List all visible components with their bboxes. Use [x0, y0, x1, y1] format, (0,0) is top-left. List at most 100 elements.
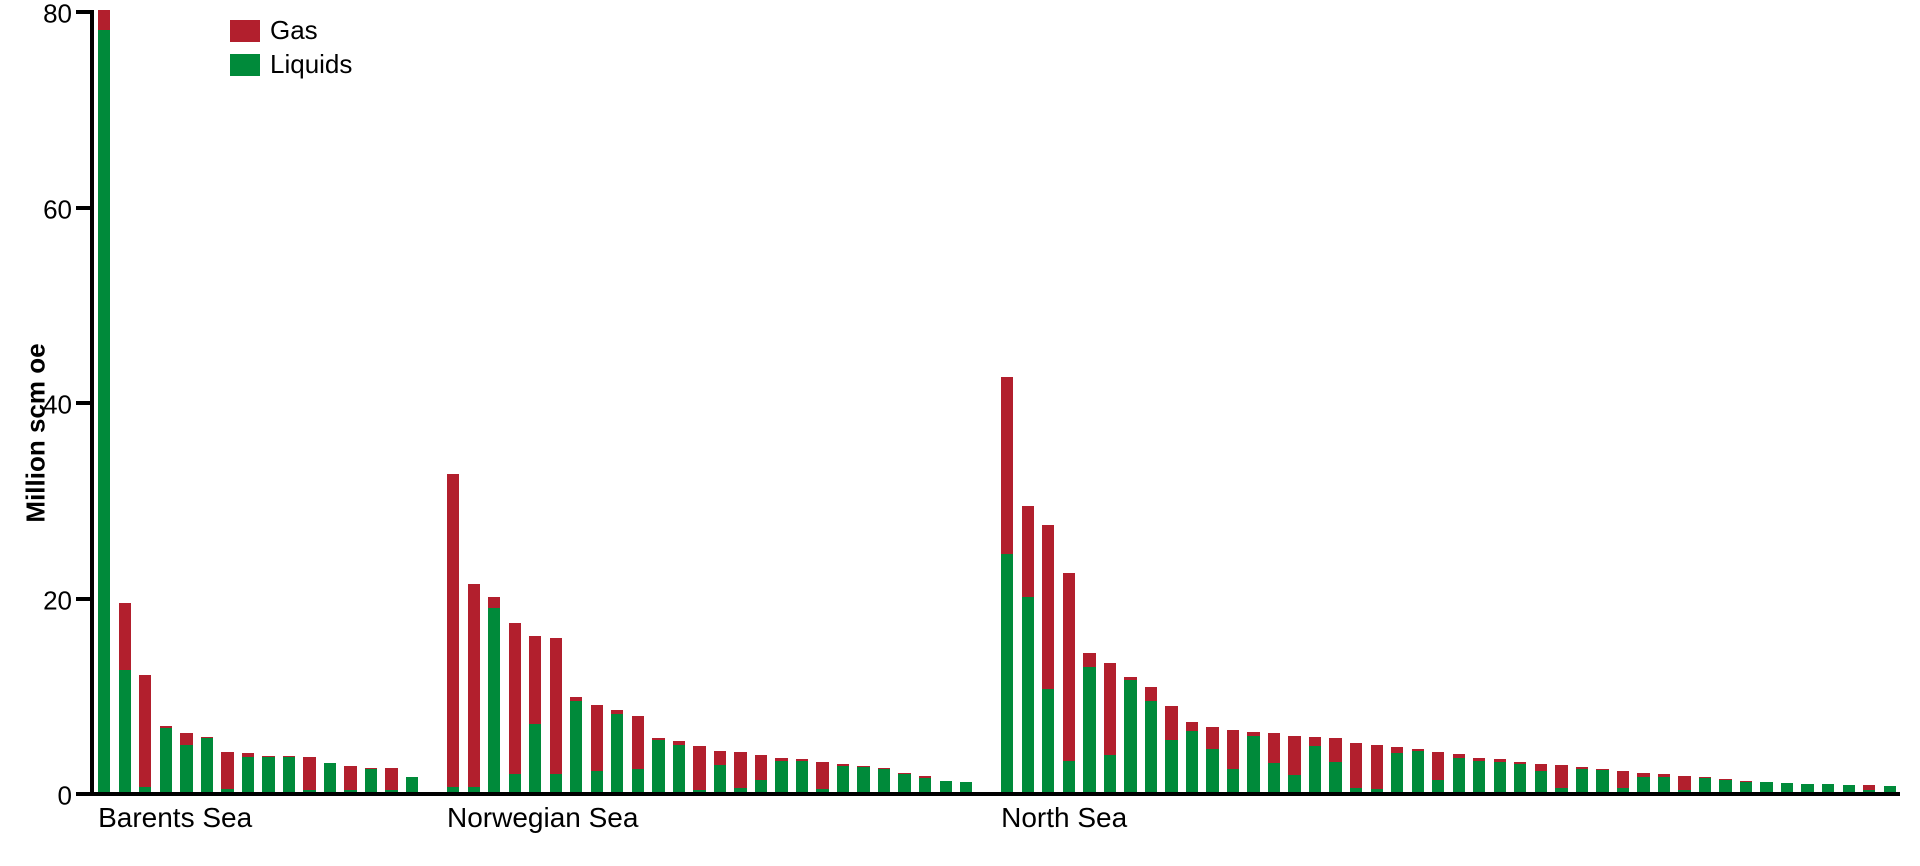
bar [1576, 767, 1588, 792]
group-label: Norwegian Sea [447, 802, 638, 834]
bar [447, 474, 459, 792]
bar-segment-liquids [1247, 736, 1259, 792]
bar-segment-liquids [1432, 780, 1444, 792]
bar-segment-gas [1042, 525, 1054, 689]
bar-segment-liquids [693, 790, 705, 792]
legend-label-liquids: Liquids [270, 48, 352, 82]
plot-area: Barents SeaNorwegian SeaNorth Sea Gas Li… [90, 10, 1900, 796]
bar [611, 710, 623, 792]
bar-segment-liquids [940, 781, 952, 792]
bar-segment-gas [262, 756, 274, 757]
group-label: Barents Sea [98, 802, 252, 834]
bar [857, 766, 869, 792]
bar [816, 762, 828, 792]
bar-segment-liquids [1309, 746, 1321, 792]
bar-segment-liquids [919, 778, 931, 792]
bar-segment-liquids [1843, 785, 1855, 792]
bar [919, 776, 931, 792]
bar [1227, 730, 1239, 792]
bar [1658, 774, 1670, 792]
bar-segment-gas [857, 766, 869, 767]
bar-segment-liquids [714, 765, 726, 792]
bar-segment-liquids [262, 757, 274, 792]
bar-segment-gas [1699, 777, 1711, 778]
bar-segment-liquids [365, 769, 377, 792]
bar-segment-gas [1165, 706, 1177, 740]
bar [160, 726, 172, 792]
bar [1022, 506, 1034, 792]
y-tick [76, 206, 90, 210]
bar-segment-gas [1371, 745, 1383, 789]
bar [1719, 779, 1731, 792]
bar-segment-liquids [755, 780, 767, 792]
bar-segment-gas [1678, 776, 1690, 790]
bar [898, 773, 910, 792]
bar-segment-liquids [242, 757, 254, 792]
bar-segment-gas [385, 768, 397, 790]
bar-segment-liquids [385, 790, 397, 792]
bar [1781, 783, 1793, 792]
bar-segment-gas [1145, 687, 1157, 701]
bar [734, 752, 746, 792]
y-tick-label: 60 [43, 194, 72, 225]
bar-segment-liquids [1514, 764, 1526, 792]
bar-segment-gas [837, 764, 849, 766]
bar-segment-gas [734, 752, 746, 788]
bar-segment-liquids [816, 789, 828, 792]
group-label: North Sea [1001, 802, 1127, 834]
bar-segment-gas [652, 738, 664, 740]
bar-segment-liquids [796, 761, 808, 792]
bar-segment-gas [673, 741, 685, 745]
bar [344, 766, 356, 792]
bar-segment-liquids [529, 724, 541, 792]
bar-segment-liquids [652, 740, 664, 792]
bar-segment-liquids [406, 777, 418, 792]
y-tick [76, 792, 90, 796]
bar-segment-liquids [283, 757, 295, 792]
bar-segment-liquids [1329, 762, 1341, 792]
bar-segment-liquids [1145, 701, 1157, 792]
bar [1432, 752, 1444, 792]
bar-segment-liquids [898, 774, 910, 792]
bar-segment-liquids [1350, 788, 1362, 792]
bar-segment-liquids [1719, 780, 1731, 792]
bar-segment-liquids [1678, 790, 1690, 792]
bar-segment-liquids [1781, 783, 1793, 792]
bar-segment-liquids [180, 745, 192, 792]
bar [775, 758, 787, 792]
bar [1268, 733, 1280, 792]
bar-segment-gas [160, 726, 172, 729]
bar [1555, 765, 1567, 792]
bar [509, 623, 521, 792]
bar-segment-liquids [1083, 667, 1095, 792]
bar-segment-liquids [1473, 761, 1485, 792]
bar [1596, 769, 1608, 792]
y-tick-label: 0 [58, 781, 72, 812]
bar [837, 764, 849, 792]
bar-segment-liquids [1884, 786, 1896, 792]
bar-segment-gas [1063, 573, 1075, 761]
bar-segment-gas [1473, 758, 1485, 761]
bar [139, 675, 151, 792]
bar-segment-gas [447, 474, 459, 787]
bar [1822, 784, 1834, 792]
bar [755, 755, 767, 792]
bar-segment-liquids [775, 761, 787, 792]
bar-segment-gas [611, 710, 623, 714]
bar [221, 752, 233, 792]
bar-segment-liquids [837, 766, 849, 792]
bar [365, 768, 377, 792]
y-tick [76, 10, 90, 14]
bar [1412, 749, 1424, 792]
bar-segment-liquids [1617, 788, 1629, 792]
bar-segment-liquids [303, 790, 315, 792]
bar-segment-gas [919, 776, 931, 778]
bar-segment-liquids [611, 714, 623, 792]
bar-segment-gas [344, 766, 356, 790]
bar-segment-liquids [324, 763, 336, 792]
bar-segment-liquids [1760, 782, 1772, 792]
bar-segment-gas [1206, 727, 1218, 749]
bar [1617, 771, 1629, 793]
bar-segment-gas [1514, 762, 1526, 764]
bar-segment-liquids [1637, 777, 1649, 792]
